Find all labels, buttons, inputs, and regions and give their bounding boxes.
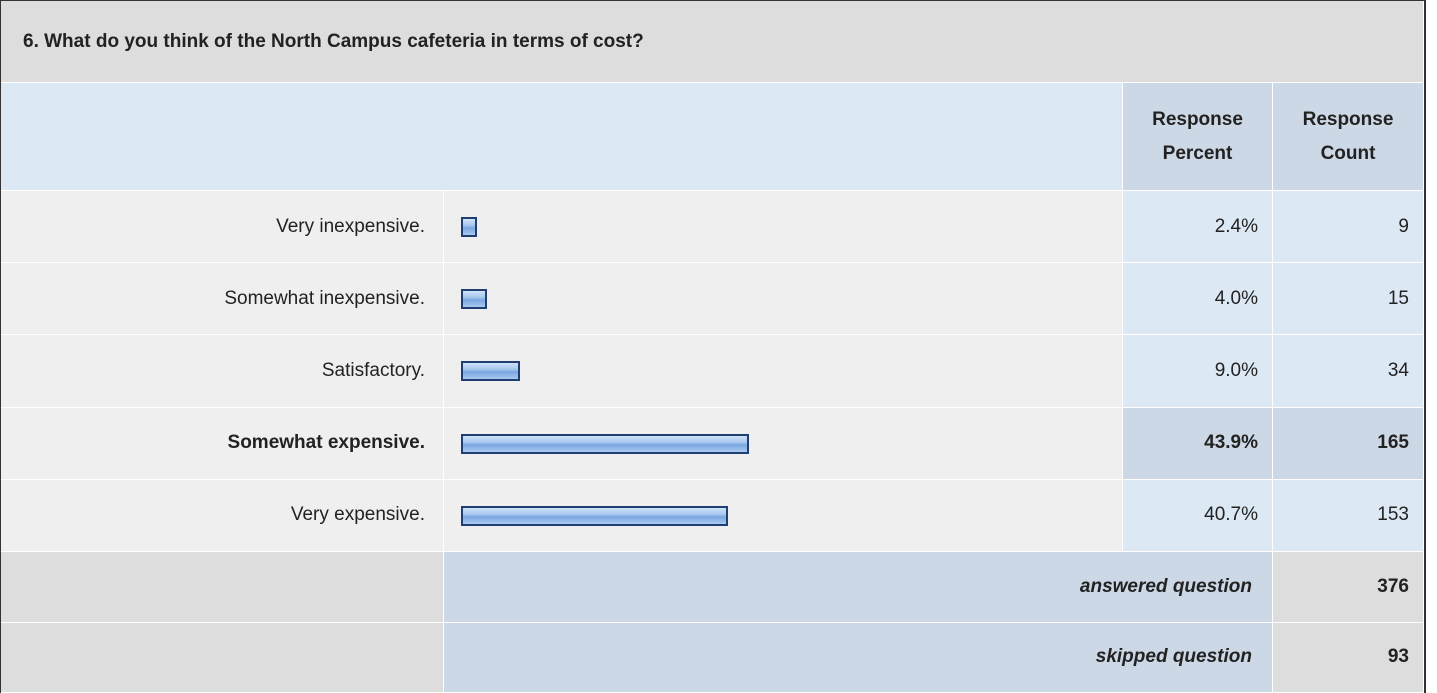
option-label: Very inexpensive. <box>1 191 444 264</box>
bar-cell <box>444 263 1123 336</box>
percent-bar <box>461 505 728 526</box>
footer-count: 376 <box>1273 552 1424 623</box>
percent-cell: 4.0% <box>1123 263 1273 336</box>
option-label: Somewhat inexpensive. <box>1 263 444 336</box>
footer-blank <box>1 622 444 693</box>
percent-cell: 43.9% <box>1123 407 1273 480</box>
count-cell: 34 <box>1273 335 1424 408</box>
footer-label: skipped question <box>444 622 1273 693</box>
count-cell: 9 <box>1273 191 1424 264</box>
bar-cell <box>444 191 1123 264</box>
footer-count: 93 <box>1273 622 1424 693</box>
count-cell: 165 <box>1273 407 1424 480</box>
percent-bar <box>461 217 477 238</box>
option-label: Very expensive. <box>1 479 444 552</box>
bar-cell <box>444 407 1123 480</box>
percent-cell: 9.0% <box>1123 335 1273 408</box>
percent-cell: 40.7% <box>1123 479 1273 552</box>
header-blank <box>1 83 1123 191</box>
bar-cell <box>444 335 1123 408</box>
percent-bar <box>461 361 521 382</box>
percent-bar <box>461 289 488 310</box>
option-label: Somewhat expensive. <box>1 407 444 480</box>
percent-cell: 2.4% <box>1123 191 1273 264</box>
option-label: Satisfactory. <box>1 335 444 408</box>
count-cell: 15 <box>1273 263 1424 336</box>
percent-bar <box>461 433 749 454</box>
question-title: 6. What do you think of the North Campus… <box>1 1 1424 83</box>
header-percent: Response Percent <box>1123 83 1273 191</box>
footer-label: answered question <box>444 552 1273 623</box>
count-cell: 153 <box>1273 479 1424 552</box>
header-count: Response Count <box>1273 83 1424 191</box>
bar-cell <box>444 479 1123 552</box>
footer-blank <box>1 552 444 623</box>
